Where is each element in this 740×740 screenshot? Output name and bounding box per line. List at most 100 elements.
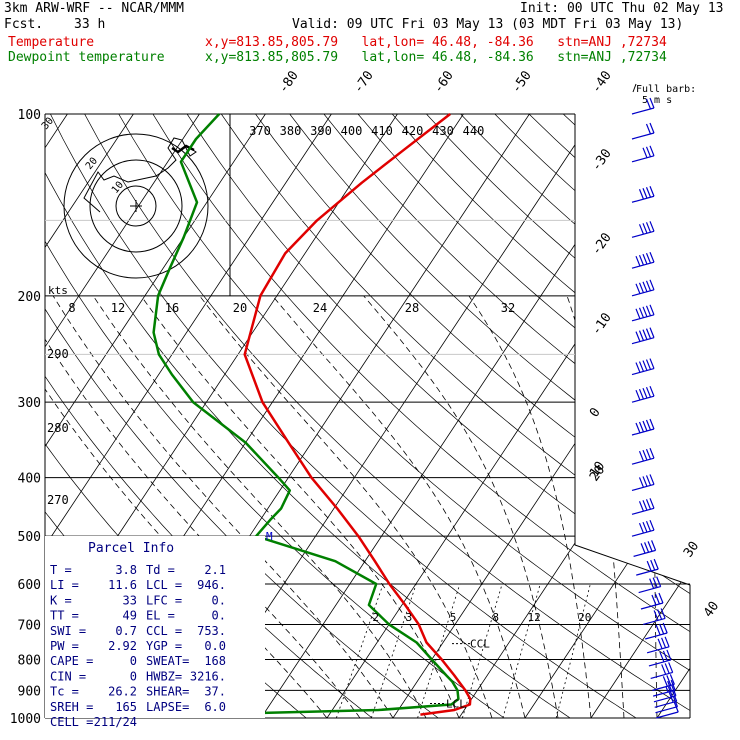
wind-barb-flag [638, 501, 645, 512]
wind-barb-flag [649, 385, 655, 397]
speed-tick-label: 32 [501, 301, 515, 315]
wind-barb [638, 576, 662, 594]
isotherm-line [590, 114, 690, 718]
isotherm-label: 40 [701, 599, 722, 620]
wind-barb-flag [635, 389, 641, 401]
isotherm-line [45, 114, 266, 718]
wind-barb [631, 145, 655, 163]
model-title: 3km ARW-WRF -- NCAR/MMM [4, 1, 185, 16]
wind-barbs: Full barb:5 m s [631, 83, 696, 719]
wind-barb-flag [642, 500, 648, 511]
dry-adiabat [45, 114, 590, 718]
speed-tick-label: 24 [313, 301, 327, 315]
wind-barb-flag [653, 610, 659, 621]
parcel-key: SREH = [50, 700, 93, 714]
dry-adiabat [255, 114, 690, 718]
parcel-key: CIN = [50, 669, 86, 683]
dry-adiabat [357, 114, 690, 718]
parcel-value: 33 [123, 593, 137, 607]
parcel-panel-bg [45, 536, 265, 718]
isotherm-label: -40 [589, 68, 615, 96]
parcel-key: T = [50, 563, 72, 577]
dry-adiabat [391, 114, 690, 718]
hodograph-ring [115, 185, 157, 227]
parcel-value: 37. [204, 685, 226, 699]
parcel-value: 946. [197, 578, 226, 592]
isotherm-line [45, 114, 200, 718]
wind-barb-flag [642, 521, 648, 533]
parcel-value: 3.8 [115, 563, 137, 577]
wind-barb-flag [642, 387, 648, 399]
wind-barb-flag [657, 638, 663, 650]
wind-barb-flag [642, 329, 648, 340]
moist-adiabat [363, 295, 559, 718]
theta-label: 440 [463, 124, 485, 138]
right-frame-line [574, 114, 691, 718]
wind-barb-flag [635, 331, 641, 342]
temperature-curve [243, 113, 472, 716]
hodograph-ring [89, 159, 183, 253]
wind-barb-flag [649, 221, 655, 232]
parcel-key: Tc = [50, 685, 79, 699]
wind-barb-flag [650, 559, 656, 571]
dewpoint-legend-info: x,y=813.85,805.79 lat,lon= 46.48, -84.36… [205, 50, 667, 65]
parcel-value: 2.92 [108, 639, 137, 653]
speed-tick-label: 12 [111, 301, 125, 315]
theta-label: 370 [249, 124, 271, 138]
temperature-legend-info: x,y=813.85,805.79 lat,lon= 46.48, -84.36… [205, 35, 667, 50]
wind-barb-flag [656, 576, 662, 587]
isotherm-line [45, 114, 332, 718]
wind-barb-flag [645, 123, 652, 135]
hodograph-ring-label: 30 [40, 116, 56, 132]
wind-barb [645, 622, 668, 640]
wind-barb-flag [669, 674, 675, 685]
wind-barb-flag [659, 623, 665, 635]
wind-barb [631, 186, 655, 203]
isotherm-line [723, 114, 740, 718]
isotherm-label: -30 [589, 146, 615, 174]
speed-tick-label: 16 [165, 301, 179, 315]
dry-adiabat [118, 114, 690, 718]
isotherm-line [524, 114, 690, 718]
wind-barb-flag [666, 649, 672, 661]
dry-adiabat [50, 114, 657, 718]
mixing-ratio-label: 8 [492, 611, 499, 624]
wind-barb [631, 519, 655, 537]
wind-barb-flag [642, 281, 648, 293]
isotherm-line [45, 114, 134, 718]
wind-barb-flag [638, 477, 645, 488]
wind-barb-flag [645, 475, 652, 486]
ccl-label: CCL [470, 638, 490, 651]
mixing-ratio-line [555, 583, 591, 718]
parcel-key: K = [50, 593, 72, 607]
dry-adiabat [323, 114, 690, 718]
wind-barb-flag [664, 663, 670, 674]
dewpoint-legend-label: Dewpoint temperature [8, 50, 165, 65]
wind-barb-flag [645, 328, 652, 339]
wind-barb [650, 662, 674, 680]
parcel-info-panel: Parcel Info T = 3.8 Td = 2.1 LI = 11.6 LCL = 946… [45, 536, 265, 729]
parcel-key: Td = [146, 563, 175, 577]
theta-label: 420 [402, 124, 424, 138]
isotherm-label: -80 [276, 68, 302, 96]
dry-adiabat [84, 114, 690, 718]
dry-adiabat [152, 114, 690, 718]
wind-barb-flag [647, 541, 653, 552]
theta-label: 400 [341, 124, 363, 138]
wind-barb-flag [649, 122, 655, 134]
forecast-label: Fcst. [4, 17, 44, 32]
isotherm-label: -60 [431, 68, 457, 96]
grid-clip [45, 114, 740, 718]
wind-barb-flag [666, 675, 672, 686]
wind-barb [631, 474, 655, 492]
parcel-key: EL = [146, 609, 175, 623]
wind-barb-flag [642, 223, 648, 234]
wind-barb [633, 540, 657, 557]
wind-barb-flag [638, 224, 645, 235]
parcel-value: 0. [212, 593, 226, 607]
theta-label: 390 [310, 124, 332, 138]
wind-barb-flag [651, 594, 657, 606]
full-barb-sample [632, 83, 637, 93]
isotherm-line [392, 114, 690, 718]
wind-barb-flag [645, 499, 652, 510]
